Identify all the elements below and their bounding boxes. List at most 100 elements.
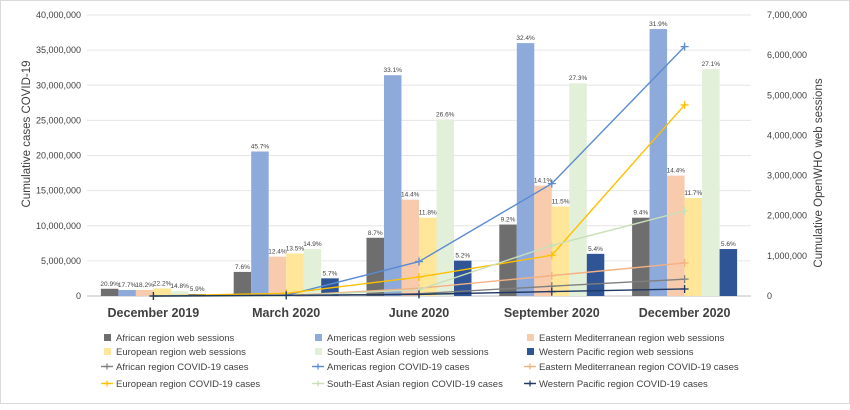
legend-label: African region COVID-19 cases [116, 362, 249, 373]
bar [384, 75, 402, 296]
bar-data-label: 33.1% [384, 67, 403, 74]
bar [118, 289, 136, 296]
category-label: March 2020 [252, 306, 320, 320]
y-tick-label: 40,000,000 [36, 10, 81, 20]
legend-swatch [527, 348, 534, 355]
bar [100, 288, 119, 296]
line-point-marker [680, 42, 689, 51]
line-point-marker [547, 179, 556, 188]
y-tick-label: 5,000,000 [41, 256, 81, 266]
line-point-marker [547, 241, 556, 250]
bar [303, 249, 322, 296]
left-axis-title: Cumulative cases COVID-19 [21, 61, 33, 208]
bar [153, 288, 171, 296]
bar [135, 289, 154, 296]
bar-data-label: 17.7% [118, 282, 137, 289]
y-tick-label: 0 [76, 291, 81, 301]
legend-swatch [315, 334, 322, 341]
legend-label: Western Pacific region COVID-19 cases [539, 379, 708, 390]
category-labels: December 2019 March 2020 June 2020 Septembe… [108, 306, 731, 320]
bar-data-label: 14.8% [170, 283, 189, 290]
legend-label: South-East Asian region COVID-19 cases [327, 379, 503, 390]
legend-label: Eastern Mediterranean region web session… [539, 333, 725, 344]
bar [436, 119, 454, 296]
category-label: June 2020 [389, 306, 450, 320]
y2-tick-label: 5,000,000 [767, 90, 807, 100]
line-point-marker [680, 258, 689, 267]
bar [268, 256, 287, 296]
bar-data-label: 11.8% [419, 210, 437, 217]
legend-label: Americas region COVID-19 cases [327, 362, 470, 373]
bar [251, 151, 269, 296]
bar [719, 249, 738, 296]
legend-swatch [104, 348, 111, 355]
y2-tick-label: 4,000,000 [767, 130, 807, 140]
legend-marker [527, 363, 533, 370]
legend-marker [315, 380, 321, 387]
y-tick-label: 20,000,000 [36, 151, 81, 161]
bar [401, 199, 419, 296]
legend-label: Eastern Mediterranean region COVID-19 ca… [539, 362, 739, 373]
legend-marker [315, 363, 321, 370]
bar-data-label: 14.4% [667, 168, 686, 175]
bar-data-label: 31.9% [649, 21, 668, 28]
line-point-marker [547, 271, 556, 280]
legend-swatch [104, 334, 111, 341]
bar [366, 237, 384, 296]
bar-data-label: 45.7% [251, 143, 270, 150]
bar [586, 253, 605, 296]
legend-label: Western Pacific region web sessions [539, 347, 694, 358]
bar-data-label: 26.6% [436, 111, 455, 118]
bar [569, 83, 587, 296]
bar [286, 253, 304, 296]
bar-group [100, 29, 738, 297]
line-point-marker [680, 284, 689, 293]
y2-tick-label: 1,000,000 [767, 251, 807, 261]
bar [233, 271, 252, 296]
right-axis-title: Cumulative OpenWHO web sessions [813, 78, 825, 267]
bar [534, 185, 552, 296]
category-label: December 2019 [108, 306, 200, 320]
line-point-marker [680, 206, 689, 215]
bar-data-label: 27.1% [702, 61, 721, 68]
legend-label: European region COVID-19 cases [116, 379, 260, 390]
right-axis-ticks: 0 1,000,000 2,000,000 3,000,000 4,000,000 5,0… [767, 10, 807, 301]
legend-label: African region web sessions [116, 333, 235, 344]
y2-tick-label: 0 [767, 291, 772, 301]
gridlines [87, 14, 751, 297]
line-point-marker [149, 292, 158, 300]
bar-data-label: 9.4% [633, 210, 648, 217]
bar [170, 291, 189, 296]
legend: African region web sessions Americas regi… [101, 333, 739, 390]
data-labels: 20.9% 7.6% 8.7% 9.2% 9.4% 17.7% 45.7% 33.1% 32.4… [100, 21, 736, 293]
bar-data-label: 5.9% [190, 286, 205, 293]
bar-data-label: 22.2% [153, 280, 172, 287]
line-point-marker [547, 251, 556, 260]
legend-marker [104, 363, 110, 370]
bar-data-label: 20.9% [100, 281, 119, 288]
y2-tick-label: 3,000,000 [767, 171, 807, 181]
bar-data-label: 5.4% [588, 246, 603, 253]
bar-data-label: 9.2% [501, 217, 516, 224]
bar-data-label: 18.2% [135, 282, 154, 289]
category-label: September 2020 [504, 306, 600, 320]
line-point-marker [415, 273, 423, 282]
legend-swatch [527, 334, 534, 341]
bar [516, 43, 535, 296]
bar-data-label: 14.9% [303, 241, 322, 248]
line-point-marker [680, 100, 689, 109]
category-label: December 2020 [639, 306, 731, 320]
bar-data-label: 5.2% [455, 253, 470, 260]
legend-swatch [315, 348, 322, 355]
y-tick-label: 35,000,000 [36, 45, 81, 55]
bar-data-label: 27.3% [569, 75, 588, 82]
bar-data-label: 8.7% [368, 230, 383, 237]
legend-label: South-East Asian region web sessions [327, 347, 489, 358]
legend-marker [527, 380, 533, 387]
y2-tick-label: 2,000,000 [767, 211, 807, 221]
bar-data-label: 11.7% [684, 190, 702, 197]
bar-data-label: 13.5% [286, 245, 305, 252]
bar-data-label: 14.4% [401, 192, 420, 199]
